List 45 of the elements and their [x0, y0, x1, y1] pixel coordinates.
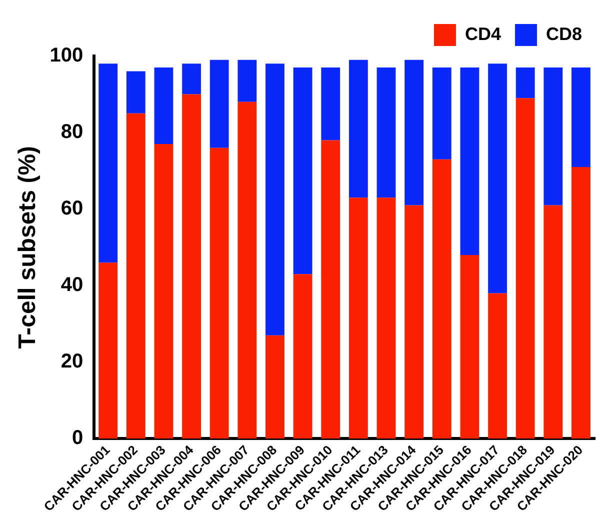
bar [544, 67, 563, 206]
bar [376, 67, 396, 198]
bar [293, 67, 312, 274]
legend-label: CD4 [464, 24, 501, 44]
bar [404, 60, 424, 206]
bar [572, 166, 590, 439]
bar [126, 71, 146, 114]
bar [460, 67, 480, 255]
bar [126, 113, 146, 439]
bar [488, 64, 507, 294]
bar [182, 94, 201, 439]
bar [182, 64, 201, 94]
legend-label: CD8 [546, 24, 582, 44]
y-tick-label: 0 [72, 427, 84, 450]
bar [321, 140, 340, 439]
bar [321, 67, 340, 140]
bar [210, 60, 229, 148]
bar [154, 144, 174, 439]
bar [238, 102, 257, 439]
bar [516, 98, 535, 439]
y-tick-label: 100 [50, 44, 84, 67]
bar [210, 148, 229, 439]
bar [544, 205, 563, 439]
bar [516, 67, 535, 98]
bar [266, 64, 284, 336]
bar [293, 274, 312, 439]
y-tick-label: 40 [60, 274, 84, 296]
bar [238, 60, 257, 102]
y-tick-label: 20 [60, 350, 84, 373]
bar [266, 335, 284, 439]
bar [572, 67, 590, 167]
y-axis-title: T-cell subsets (%) [14, 146, 42, 349]
bar [376, 198, 396, 439]
bar [98, 64, 118, 263]
bar [460, 254, 480, 439]
y-tick-label: 80 [60, 121, 84, 144]
bar [98, 262, 118, 439]
bar [404, 205, 424, 439]
bar [348, 198, 368, 439]
bar [432, 67, 452, 160]
y-tick-label: 60 [60, 198, 84, 220]
bar [488, 293, 507, 439]
bar [348, 60, 368, 198]
bar [432, 159, 452, 439]
bar [154, 67, 174, 144]
